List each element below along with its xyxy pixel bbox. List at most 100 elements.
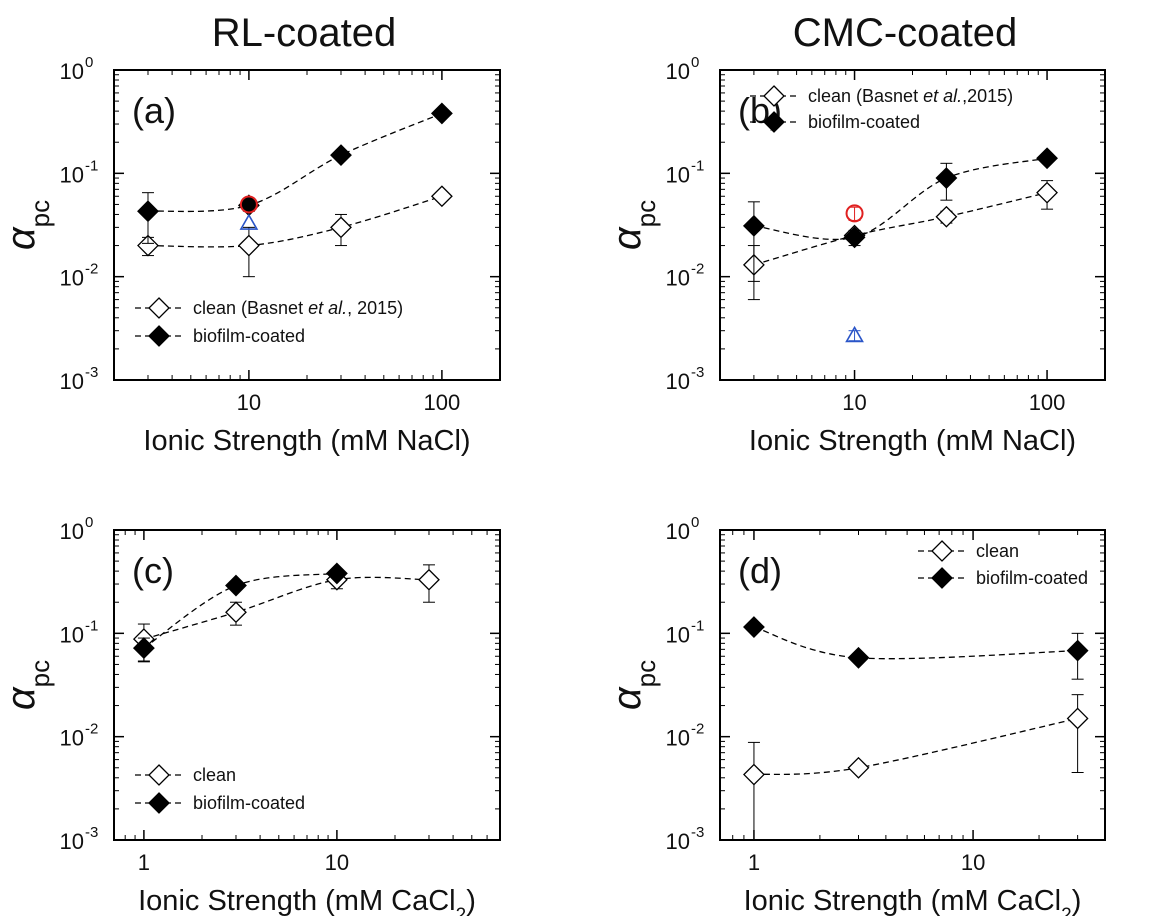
y-tick-exponent: -3 — [691, 824, 704, 841]
series-circle-open-red — [239, 195, 258, 214]
series-circle-open-red — [845, 204, 864, 223]
y-tick-exponent: -1 — [691, 617, 704, 634]
data-point — [137, 200, 159, 223]
x-axis-label: Ionic Strength (mM NaCl) — [143, 425, 470, 457]
y-tick-label: 10 — [60, 519, 84, 544]
legend-entry: biofilm-coated — [918, 567, 1088, 589]
data-point — [325, 562, 348, 585]
data-point — [237, 234, 260, 257]
x-axis-label: Ionic Strength (mM NaCl) — [749, 425, 1076, 457]
y-tick-label: 10 — [60, 266, 84, 291]
y-axis-label: αpc — [605, 200, 661, 250]
legend-marker — [931, 540, 953, 562]
data-point — [1036, 181, 1058, 204]
series-line — [753, 717, 1078, 776]
series-diamond-open — [743, 694, 1089, 841]
y-tick-label: 10 — [666, 266, 690, 291]
y-tick-label: 10 — [666, 59, 690, 84]
legend-label: clean — [976, 541, 1019, 561]
series-triangle-open-blue — [845, 325, 864, 343]
legend-entry: clean — [918, 540, 1019, 562]
legend-marker — [763, 111, 785, 133]
y-tick-exponent: -2 — [85, 721, 98, 738]
legend-label: biofilm-coated — [976, 568, 1088, 588]
y-tick-exponent: -3 — [85, 364, 98, 381]
legend-label: biofilm-coated — [193, 326, 305, 346]
y-tick-label: 10 — [60, 829, 84, 854]
x-tick-label: 10 — [961, 850, 985, 875]
y-tick-label: 10 — [666, 622, 690, 647]
data-point — [330, 216, 352, 239]
data-point — [845, 325, 864, 343]
data-point — [935, 167, 958, 189]
data-point — [1066, 639, 1089, 662]
legend-marker — [148, 792, 170, 814]
legend-entry: biofilm-coated — [750, 111, 920, 133]
data-point — [225, 574, 247, 597]
legend-marker — [148, 325, 170, 347]
legend-entry: clean (Basnet et al., 2015) — [135, 297, 403, 319]
series-line — [753, 626, 1078, 660]
y-tick-exponent: -1 — [691, 157, 704, 174]
data-point — [935, 205, 958, 228]
y-tick-label: 10 — [60, 622, 84, 647]
y-tick-exponent: 0 — [85, 54, 93, 71]
legend-label: clean — [193, 765, 236, 785]
data-point — [743, 616, 765, 638]
y-tick-exponent: -3 — [85, 824, 98, 841]
legend-marker — [148, 764, 170, 786]
y-tick-exponent: -1 — [85, 157, 98, 174]
series-line — [143, 576, 429, 640]
y-tick-label: 10 — [666, 726, 690, 751]
y-tick-label: 10 — [60, 59, 84, 84]
data-point — [1066, 707, 1089, 730]
y-tick-label: 10 — [60, 162, 84, 187]
data-point — [845, 204, 864, 223]
data-point — [843, 226, 866, 249]
y-tick-exponent: -3 — [691, 364, 704, 381]
x-tick-label: 10 — [842, 390, 866, 415]
y-tick-label: 10 — [666, 162, 690, 187]
data-point — [743, 763, 765, 786]
y-tick-label: 10 — [666, 829, 690, 854]
panel-label: (a) — [132, 90, 176, 131]
legend-marker — [931, 567, 953, 589]
legend-label: biofilm-coated — [808, 112, 920, 132]
series-triangle-open-blue — [239, 213, 259, 230]
data-point — [430, 185, 453, 208]
data-point — [225, 601, 247, 624]
data-point — [847, 756, 870, 779]
series-diamond-open — [137, 185, 453, 278]
y-tick-label: 10 — [60, 369, 84, 394]
series-diamond-open — [742, 180, 1058, 301]
data-point — [239, 195, 258, 214]
panel-label: (d) — [738, 550, 782, 591]
y-tick-exponent: -2 — [691, 261, 704, 278]
data-point — [418, 568, 440, 591]
legend-label: clean (Basnet et al., 2015) — [193, 298, 403, 318]
legend-entry: clean — [135, 764, 236, 786]
x-axis-label: Ionic Strength (mM CaCl2) — [138, 885, 476, 916]
x-tick-label: 1 — [138, 850, 150, 875]
y-axis-label: αpc — [605, 660, 661, 710]
data-point — [742, 214, 765, 237]
series-diamond-open — [132, 564, 440, 663]
legend-marker — [763, 85, 785, 107]
series-diamond-filled — [742, 147, 1058, 282]
legend-entry: biofilm-coated — [135, 792, 305, 814]
data-point — [1036, 147, 1058, 170]
legend-label: clean (Basnet et al.,2015) — [808, 86, 1013, 106]
data-point — [239, 213, 259, 230]
x-tick-label: 10 — [325, 850, 349, 875]
x-tick-label: 10 — [237, 390, 261, 415]
legend-entry: clean (Basnet et al.,2015) — [750, 85, 1013, 107]
y-tick-label: 10 — [666, 369, 690, 394]
data-point — [137, 234, 159, 257]
y-tick-exponent: -2 — [691, 721, 704, 738]
y-tick-exponent: -1 — [85, 617, 98, 634]
